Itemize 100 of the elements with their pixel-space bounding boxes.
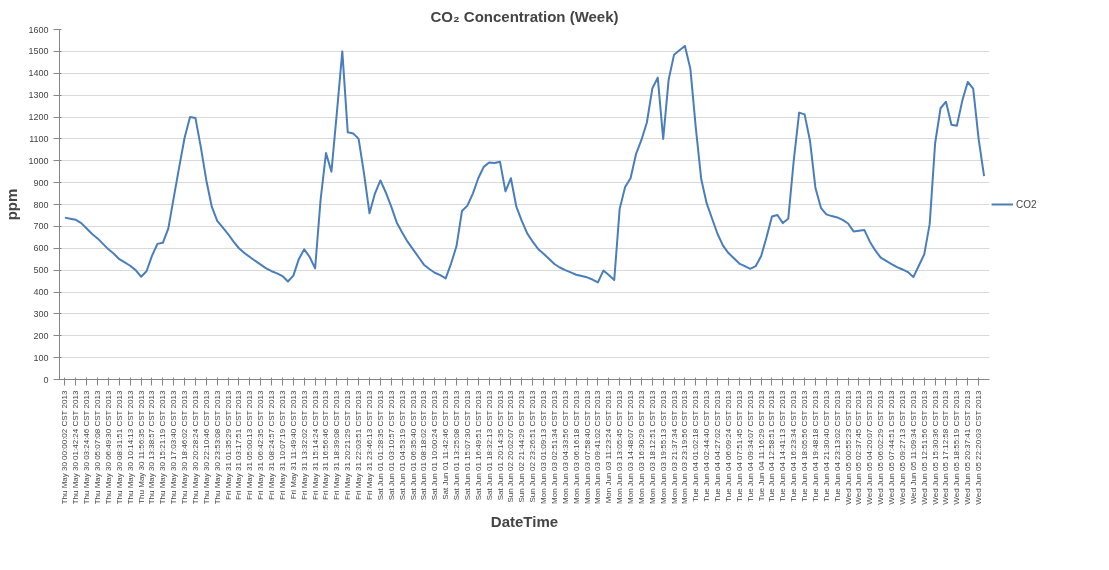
x-tick-label: Wed Jun 05 07:44:51 CST 2013: [887, 390, 897, 505]
x-tick-label: Sun Jun 02 21:44:29 CST 2013: [517, 390, 527, 503]
y-tick-label: 1300: [28, 90, 49, 101]
x-tick-label: Tue Jun 04 16:23:34 CST 2013: [789, 390, 799, 502]
x-tick-label: Wed Jun 05 11:09:34 CST 2013: [908, 390, 918, 505]
y-tick-label: 0: [43, 374, 49, 385]
x-tick-label: Tue Jun 04 14:41:13 CST 2013: [778, 390, 788, 502]
x-tick-label: Fri May 31 08:24:57 CST 2013: [267, 390, 277, 500]
x-tick-label: Sat Jun 01 18:32:13 CST 2013: [484, 390, 494, 501]
y-tick-label: 1000: [28, 155, 49, 166]
y-tick-label: 800: [33, 199, 49, 210]
x-tick-label: Mon Jun 03 18:12:51 CST 2013: [647, 390, 657, 504]
x-tick-label: Mon Jun 03 02:51:34 CST 2013: [549, 390, 559, 504]
x-tick-label: Thu May 30 03:24:46 CST 2013: [82, 390, 92, 505]
x-tick-label: Fri May 31 16:56:46 CST 2013: [321, 390, 331, 500]
y-tick-label: 100: [33, 352, 49, 363]
x-tick-label: Thu May 30 11:56:35 CST 2013: [136, 390, 146, 504]
x-tick-label: Thu May 30 18:46:02 CST 2013: [180, 390, 190, 505]
x-tick-label: Sun Jun 02 20:02:07 CST 2013: [506, 390, 516, 503]
chart-title: CO₂ Concentration (Week): [430, 7, 619, 25]
x-tick-label: Thu May 30 22:10:46 CST 2013: [201, 390, 211, 505]
x-tick-label: Mon Jun 03 16:30:29 CST 2013: [636, 390, 646, 504]
y-tick-label: 1100: [29, 133, 49, 144]
x-tick-label: Sat Jun 01 15:07:30 CST 2013: [462, 390, 472, 501]
y-tick-label: 400: [33, 287, 49, 297]
x-tick-label: Tue Jun 04 23:13:02 CST 2013: [832, 390, 842, 502]
x-tick-label: Tue Jun 04 04:27:02 CST 2013: [713, 390, 723, 502]
x-tick-label: Thu May 30 10:14:13 CST 2013: [125, 390, 135, 505]
x-tick-label: Sat Jun 01 10:00:24 CST 2013: [430, 390, 440, 501]
legend-label: CO2: [1016, 198, 1037, 210]
y-tick-label: 700: [33, 221, 49, 232]
x-tick-label: Fri May 31 01:35:29 CST 2013: [223, 390, 233, 500]
y-tick-label: 1400: [28, 68, 49, 79]
y-tick-label: 500: [33, 265, 49, 276]
x-tick-label: Wed Jun 05 06:02:29 CST 2013: [876, 390, 886, 505]
x-tick-label: Mon Jun 03 06:16:18 CST 2013: [571, 390, 581, 504]
x-tick-label: Thu May 30 20:28:24 CST 2013: [190, 390, 200, 505]
x-tick-label: Fri May 31 15:14:24 CST 2013: [310, 390, 320, 500]
x-tick-label: Wed Jun 05 04:20:07 CST 2013: [865, 390, 875, 505]
x-tick-label: Wed Jun 05 12:51:56 CST 2013: [919, 390, 929, 505]
x-tick-label: Thu May 30 05:07:08 CST 2013: [93, 390, 103, 505]
x-tick-label: Thu May 30 08:31:51 CST 2013: [114, 390, 124, 505]
x-tick-label: Tue Jun 04 07:51:45 CST 2013: [734, 390, 744, 502]
x-tick-label: Thu May 30 06:49:30 CST 2013: [103, 390, 113, 505]
y-tick-label: 1600: [28, 24, 49, 35]
x-tick-label: Mon Jun 03 13:05:45 CST 2013: [615, 390, 625, 504]
x-tick-label: Thu May 30 15:21:19 CST 2013: [158, 390, 168, 505]
x-tick-label: Mon Jun 03 23:19:56 CST 2013: [680, 390, 690, 504]
line-series: [63, 44, 986, 284]
x-tick-label: Fri May 31 23:46:13 CST 2013: [365, 390, 374, 500]
x-tick-label: Wed Jun 05 15:30:36 CST 2013: [930, 390, 940, 505]
x-tick-label: Sat Jun 01 11:42:46 CST 2013: [441, 390, 451, 500]
x-tick-label: Fri May 31 22:03:51 CST 2013: [354, 390, 364, 500]
x-tick-label: Wed Jun 05 17:12:58 CST 2013: [941, 390, 951, 505]
x-tick-label: Fri May 31 03:17:51 CST 2013: [234, 390, 244, 500]
x-tick-label: Thu May 30 00:00:02 CST 2013: [60, 390, 70, 505]
x-tick-label: Tue Jun 04 19:48:18 CST 2013: [810, 390, 820, 502]
x-tick-label: Sat Jun 01 13:25:08 CST 2013: [452, 390, 462, 501]
y-tick-label: 900: [33, 177, 49, 188]
x-tick-label: Sat Jun 01 20:14:35 CST 2013: [495, 390, 505, 501]
x-tick-label: Mon Jun 03 21:37:34 CST 2013: [669, 390, 679, 504]
x-tick-label: Mon Jun 03 19:55:13 CST 2013: [658, 390, 668, 504]
x-tick-label: Wed Jun 05 20:37:41 CST 2013: [963, 390, 973, 505]
x-tick-label: Mon Jun 03 14:48:07 CST 2013: [626, 390, 636, 504]
x-tick-label: Tue Jun 04 09:34:07 CST 2013: [745, 390, 755, 502]
x-tick-label: Fri May 31 13:32:02 CST 2013: [299, 390, 309, 500]
x-tick-label: Wed Jun 05 09:27:13 CST 2013: [897, 390, 907, 505]
x-tick-label: Tue Jun 04 11:16:29 CST 2013: [756, 390, 766, 502]
x-tick-label: Sat Jun 01 16:49:51 CST 2013: [473, 390, 483, 501]
x-tick-label: Fri May 31 20:21:29 CST 2013: [343, 390, 353, 500]
x-tick-label: Tue Jun 04 06:09:24 CST 2013: [723, 390, 733, 502]
x-tick-label: Fri May 31 11:49:40 CST 2013: [288, 390, 298, 500]
x-tick-label: Fri May 31 06:42:35 CST 2013: [256, 390, 266, 500]
x-tick-label: Mon Jun 03 04:33:56 CST 2013: [560, 390, 570, 504]
x-tick-label: Sat Jun 01 01:28:35 CST 2013: [375, 390, 385, 501]
x-axis-title: DateTime: [490, 512, 559, 530]
y-tick-label: 1500: [28, 46, 49, 57]
x-tick-label: Fri May 31 05:00:13 CST 2013: [245, 390, 255, 500]
x-tick-label: Tue Jun 04 01:02:18 CST 2013: [691, 390, 701, 502]
x-tick-label: Thu May 30 01:42:24 CST 2013: [71, 390, 81, 505]
x-tick-label: Sun Jun 02 23:26:51 CST 2013: [528, 390, 538, 503]
x-tick-label: Thu May 30 13:38:57 CST 2013: [147, 390, 157, 505]
x-tick-label: Wed Jun 05 00:55:23 CST 2013: [843, 390, 853, 505]
x-tick-label: Fri May 31 10:07:19 CST 2013: [277, 390, 287, 500]
x-tick-label: Wed Jun 05 18:55:19 CST 2013: [952, 390, 962, 505]
x-tick-label: Tue Jun 04 21:30:40 CST 2013: [821, 390, 831, 502]
y-axis-title: ppm: [3, 188, 21, 221]
x-tick-label: Tue Jun 04 02:44:40 CST 2013: [702, 390, 712, 502]
x-tick-label: Sat Jun 01 08:18:02 CST 2013: [419, 390, 429, 501]
x-tick-label: Wed Jun 05 22:20:03 CST 2013: [974, 390, 984, 505]
x-tick-label: Mon Jun 03 01:09:13 CST 2013: [539, 390, 549, 504]
x-tick-label: Sat Jun 01 06:35:40 CST 2013: [408, 390, 418, 501]
y-tick-label: 600: [33, 243, 49, 254]
x-tick-label: Wed Jun 05 02:37:45 CST 2013: [854, 390, 864, 505]
x-tick-label: Fri May 31 18:39:08 CST 2013: [332, 390, 342, 500]
x-tick-label: Tue Jun 04 18:05:56 CST 2013: [800, 390, 810, 502]
x-tick-label: Sat Jun 01 04:53:19 CST 2013: [397, 390, 407, 501]
x-tick-label: Thu May 30 23:53:08 CST 2013: [212, 390, 222, 505]
x-tick-label: Mon Jun 03 09:41:02 CST 2013: [593, 390, 603, 504]
x-tick-label: Mon Jun 03 07:58:40 CST 2013: [582, 390, 592, 504]
